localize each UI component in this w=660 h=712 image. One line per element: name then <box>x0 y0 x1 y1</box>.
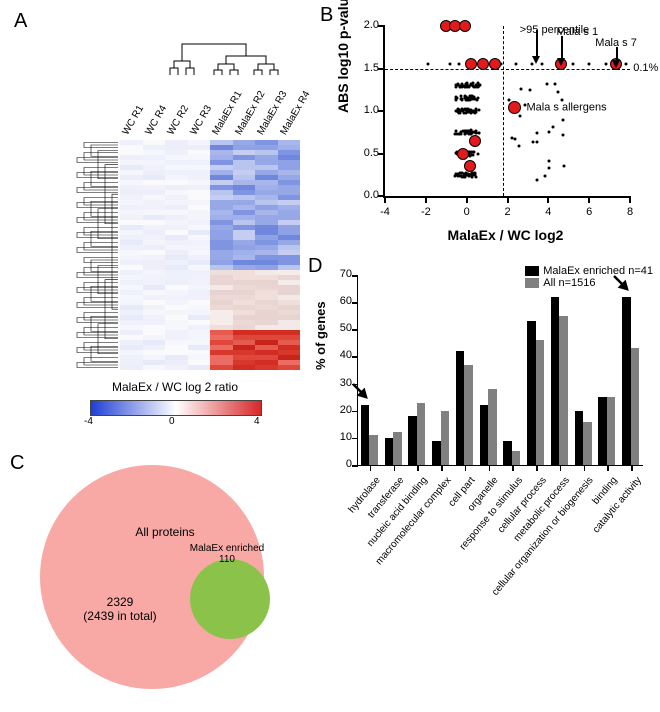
bar <box>408 416 417 465</box>
panel-C-venn: All proteins 2329 (2439 in total) MalaEx… <box>20 460 290 705</box>
bar <box>503 441 512 465</box>
panel-A-heatmap: WC R1WC R4WC R2WC R3MalaEx R1MalaEx R2Ma… <box>30 30 300 440</box>
axis-x-label: MalaEx / WC log2 <box>383 227 628 243</box>
bar <box>536 340 545 465</box>
bar <box>559 316 568 465</box>
bar-axes: 010203040506070hydrolasetransferasenucle… <box>357 275 643 466</box>
bar <box>607 397 616 465</box>
bar <box>583 422 592 465</box>
row-dendrogram <box>30 140 118 370</box>
bar <box>361 405 370 465</box>
ann-m1: Mala s 1 <box>557 26 599 38</box>
legend-allergens: Mala s allergens <box>508 101 607 114</box>
bar <box>551 297 560 465</box>
bar <box>631 348 640 465</box>
bar <box>575 411 584 465</box>
bar <box>488 389 497 465</box>
panel-B-scatter: ABS log10 p-value 0.00.51.01.52.0-4-2024… <box>335 18 640 243</box>
figure-root: { "labels": {"A":"A","B":"B","C":"C","D"… <box>0 0 660 712</box>
bar <box>512 451 521 465</box>
bar <box>417 403 426 465</box>
col-label: WC R4 <box>143 104 169 137</box>
panel-label-A: A <box>14 10 27 33</box>
axis-y-label: ABS log10 p-value <box>335 0 351 113</box>
bar <box>393 432 402 465</box>
venn-big-total: (2439 in total) <box>83 609 156 623</box>
bar <box>432 441 441 465</box>
venn-small-circle <box>190 559 270 639</box>
venn-big-label: All proteins <box>105 525 225 539</box>
panel-D-barchart: MalaEx enriched n=41 All n=1516 % of gen… <box>315 265 655 615</box>
col-label: WC R1 <box>120 104 146 137</box>
scatter-axes: 0.00.51.01.52.0-4-202468>95 percentileMa… <box>383 26 630 198</box>
bar <box>527 321 536 465</box>
axis-y-label-D: % of genes <box>313 301 328 370</box>
bar <box>480 405 489 465</box>
col-label: WC R3 <box>188 104 214 137</box>
bar <box>441 411 450 465</box>
colorbar <box>90 400 262 416</box>
panel-label-B: B <box>320 4 333 27</box>
ann-fdr: 0.1% FDR <box>633 62 660 74</box>
bar <box>464 365 473 465</box>
venn-small-label: MalaEx enriched 110 <box>172 543 282 565</box>
venn-big-count: 2329 (2439 in total) <box>65 595 175 623</box>
bar <box>369 435 378 465</box>
bar <box>456 351 465 465</box>
bar <box>598 397 607 465</box>
col-labels: WC R1WC R4WC R2WC R3MalaEx R1MalaEx R2Ma… <box>120 77 300 137</box>
col-dendrogram <box>160 30 300 75</box>
bar <box>385 438 394 465</box>
heatmap-grid <box>120 140 300 370</box>
bar <box>622 297 631 465</box>
colorbar-title: MalaEx / WC log 2 ratio <box>90 380 260 394</box>
venn-small-count: 110 <box>219 554 235 565</box>
venn-big-count-n: 2329 <box>107 595 134 609</box>
venn-small-label-text: MalaEx enriched <box>190 543 264 554</box>
